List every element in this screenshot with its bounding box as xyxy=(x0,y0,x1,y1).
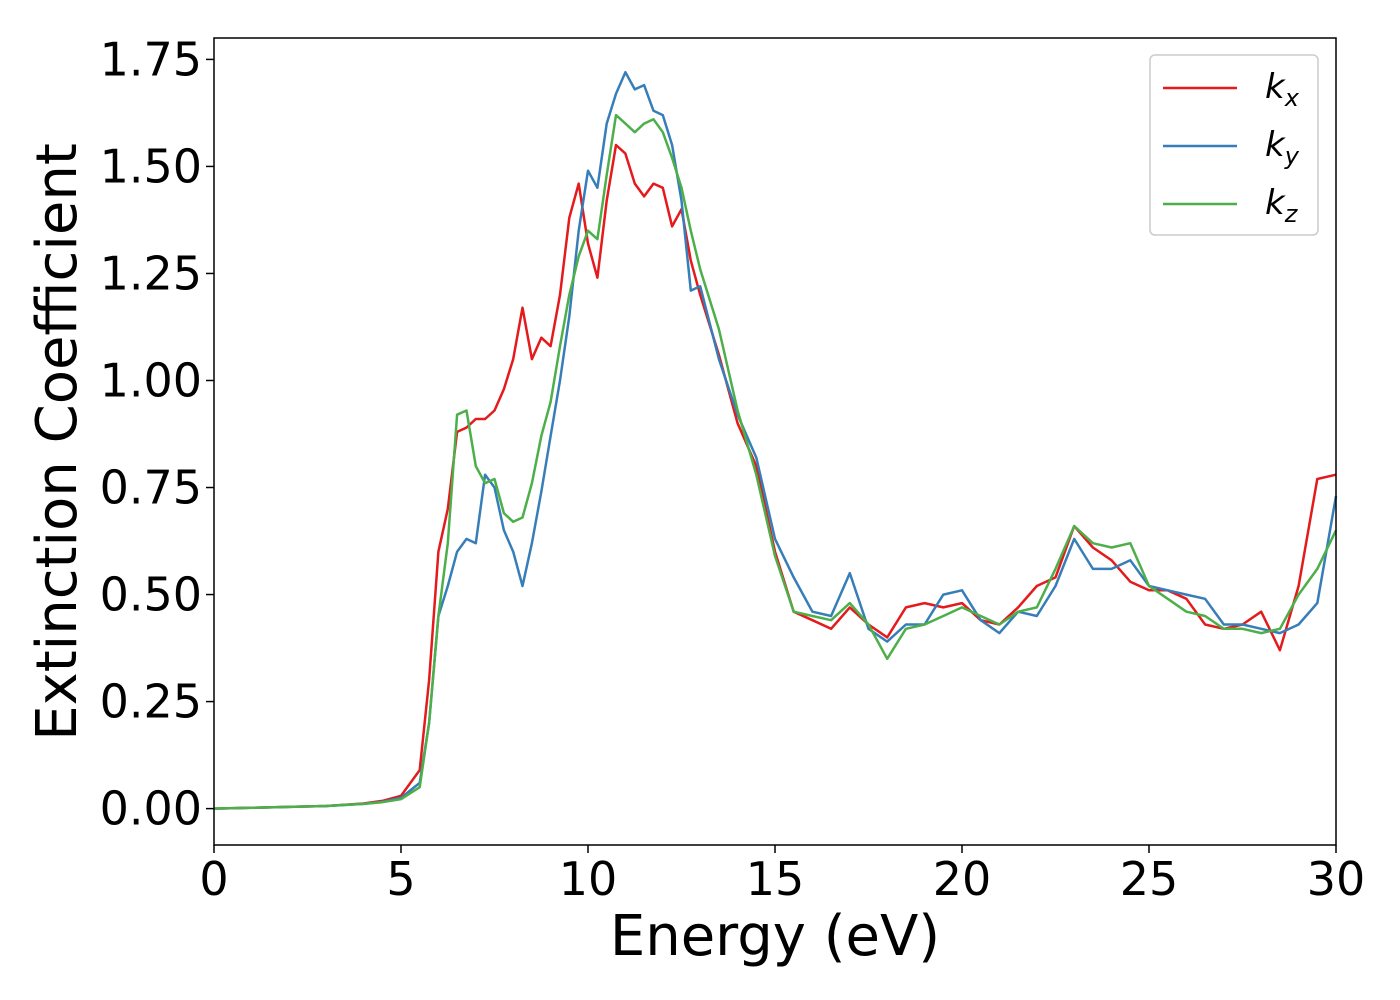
x-axis-label: Energy (eV) xyxy=(610,904,940,969)
x-tick-label: 10 xyxy=(559,852,618,906)
series-line xyxy=(213,143,1337,810)
x-tick-label: 20 xyxy=(933,852,992,906)
legend-label: kz xyxy=(1265,183,1299,228)
x-tick-label: 5 xyxy=(386,852,415,906)
legend-label: kx xyxy=(1265,67,1300,112)
y-tick-label: 1.00 xyxy=(100,353,202,407)
series-line xyxy=(213,113,1338,810)
plot-frame xyxy=(213,37,1337,846)
y-tick-label: 1.75 xyxy=(100,32,202,86)
y-tick-label: 0.25 xyxy=(100,675,202,729)
series-line xyxy=(213,70,1338,810)
y-tick-label: 0.50 xyxy=(100,568,202,622)
y-tick-label: 0.75 xyxy=(100,461,202,515)
y-axis-label: Extinction Coefficient xyxy=(25,143,90,741)
y-tick-label: 1.50 xyxy=(100,139,202,193)
x-tick-label: 15 xyxy=(746,852,805,906)
legend-label: ky xyxy=(1265,125,1300,170)
x-tick-label: 0 xyxy=(199,852,228,906)
x-tick-label: 30 xyxy=(1307,852,1366,906)
x-tick-label: 25 xyxy=(1120,852,1179,906)
y-tick-label: 0.00 xyxy=(100,782,202,836)
y-tick-label: 1.25 xyxy=(100,246,202,300)
